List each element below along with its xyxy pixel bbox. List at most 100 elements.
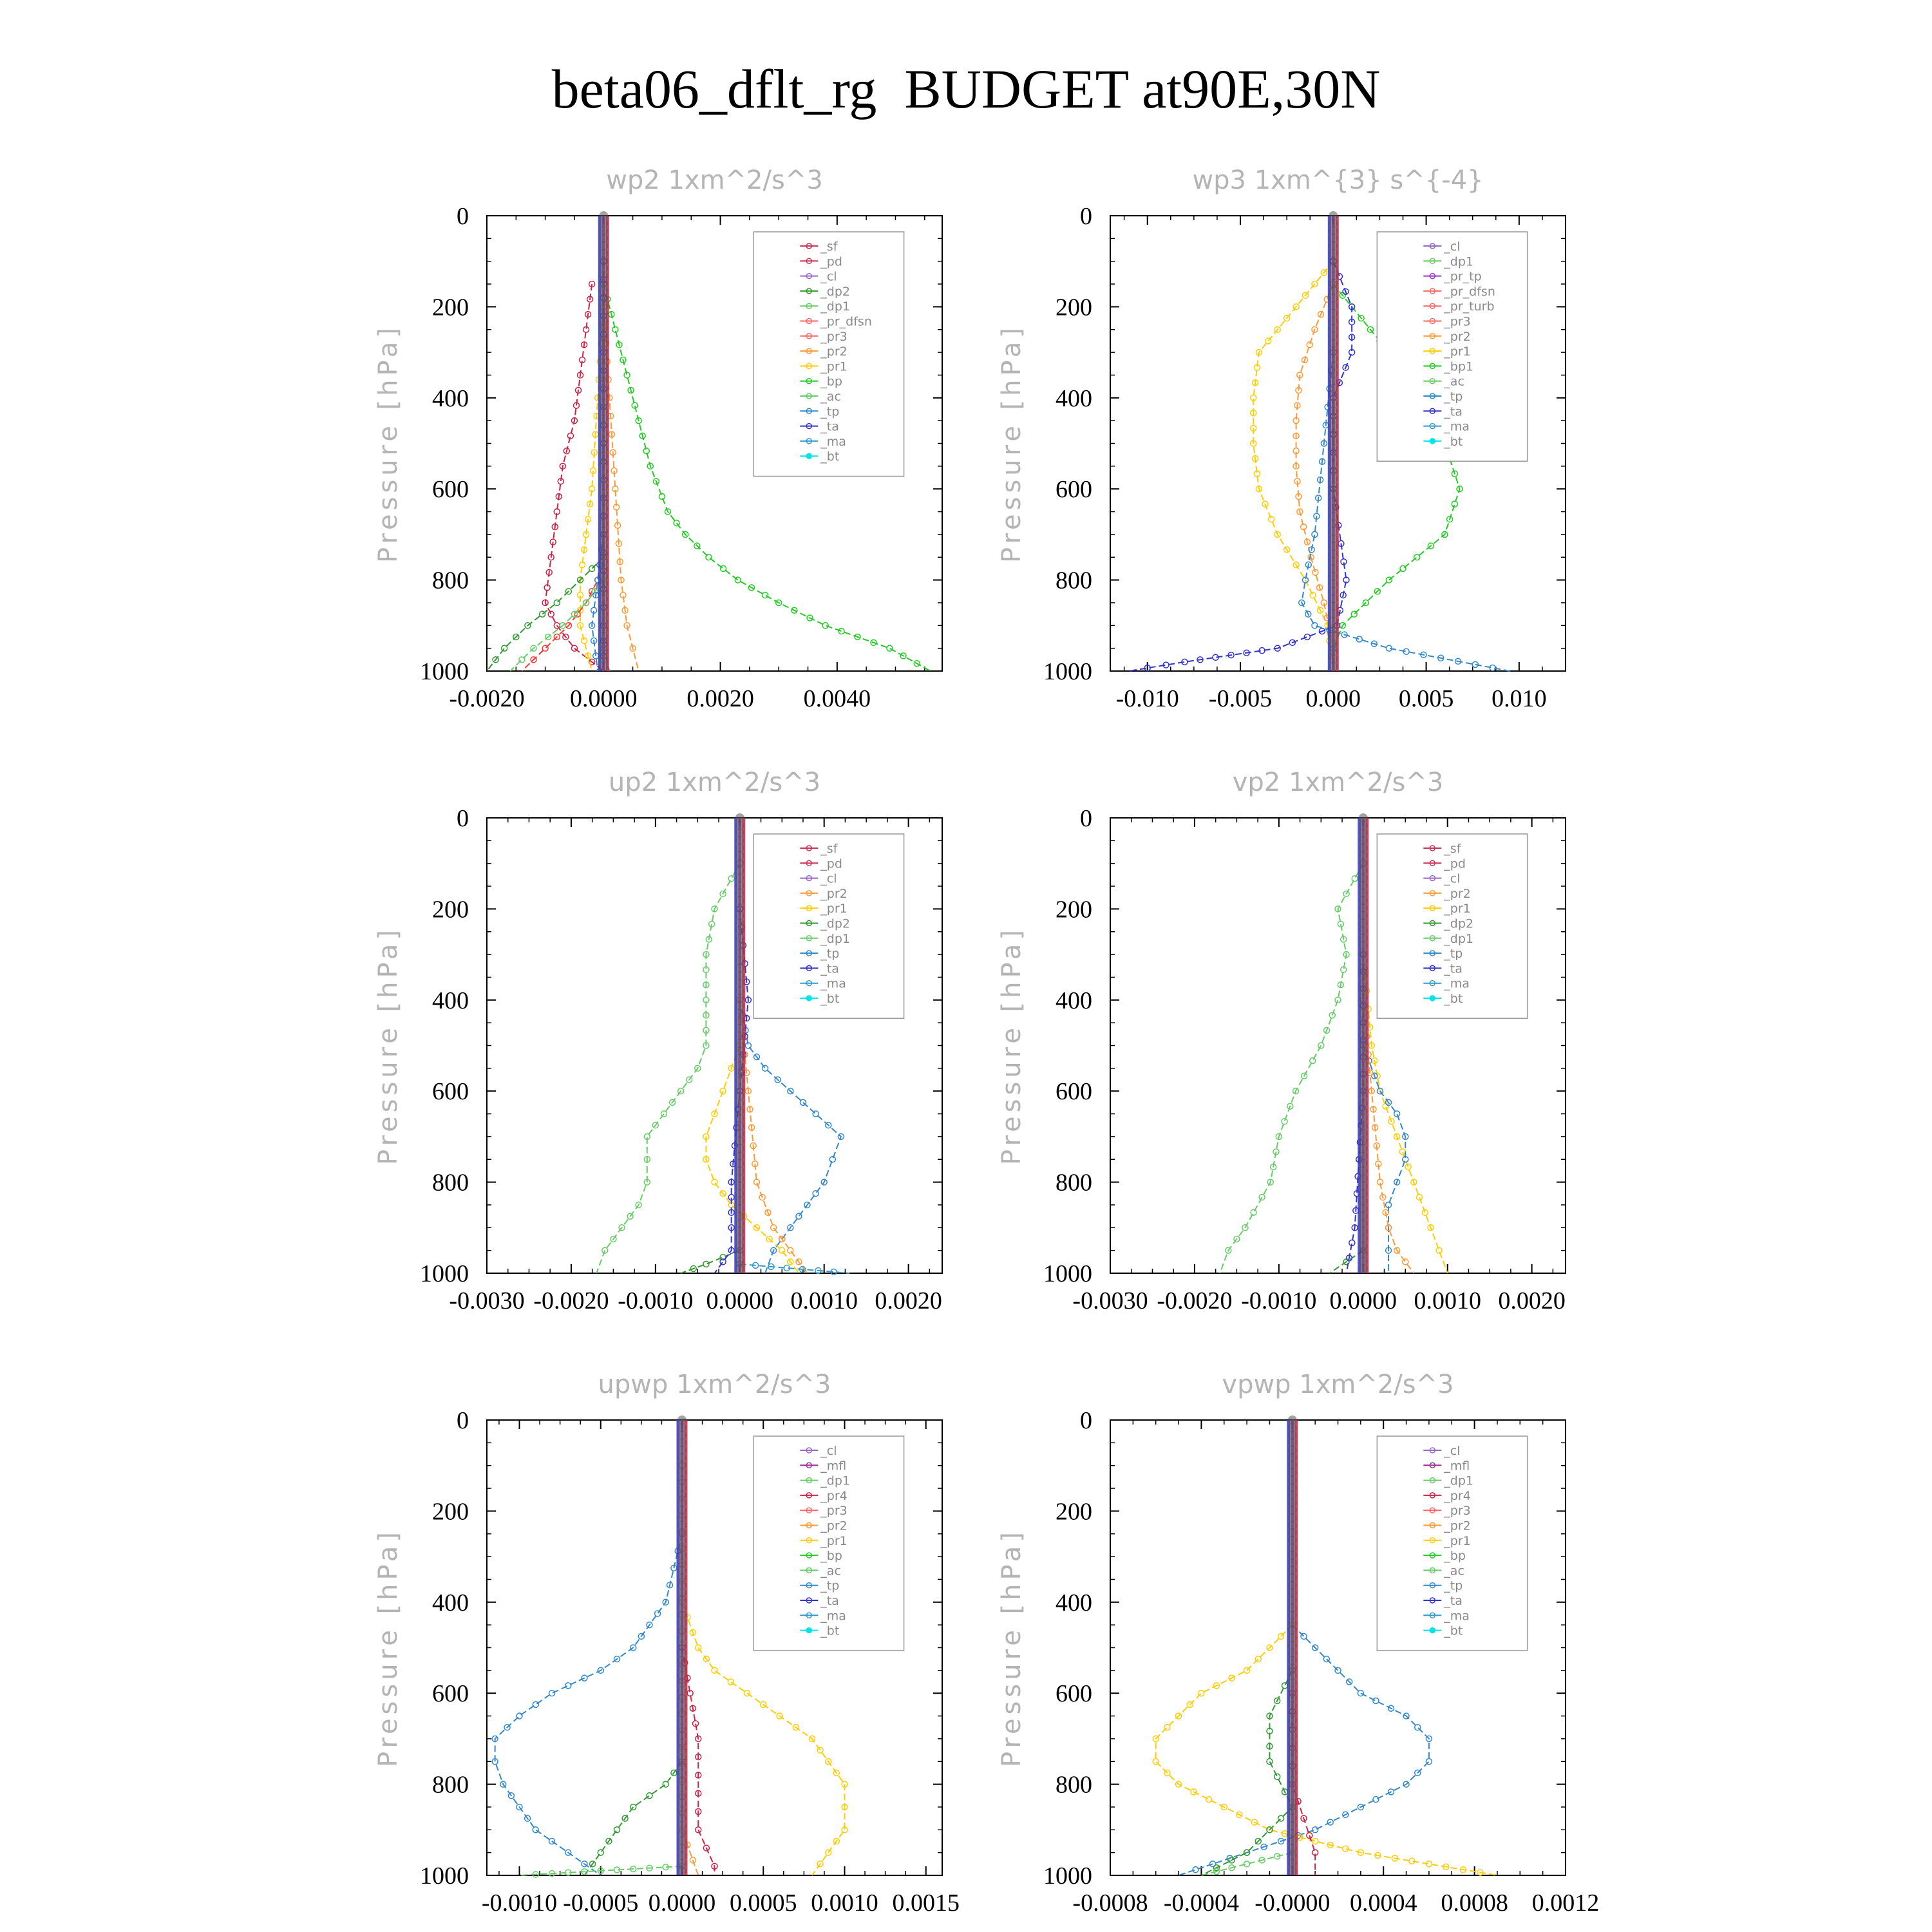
series-marker_dp1: [695, 1735, 702, 1743]
series-marker_pr1: [1391, 1855, 1399, 1862]
zero-term-marker: [1358, 911, 1368, 920]
zero-term-marker: [1329, 579, 1338, 589]
zero-term-marker: [1358, 1009, 1368, 1018]
series-line_pr1: [1155, 1624, 1498, 1876]
y-axis-label: Pressure [hPa]: [374, 926, 403, 1165]
legend-label: _ma: [820, 977, 846, 991]
series-marker_ta: [728, 1179, 735, 1186]
legend-marker: [1429, 1597, 1436, 1604]
zero-term-marker: [735, 948, 744, 958]
zero-term-marker: [735, 933, 744, 943]
series-marker_tp: [1345, 1678, 1353, 1685]
series-marker_tp: [491, 1735, 498, 1743]
series-marker_dp1: [1334, 996, 1341, 1004]
series-marker_ta: [744, 996, 752, 1004]
zero-term-marker: [735, 1091, 744, 1101]
series-marker_bp: [870, 639, 877, 647]
zero-term-marker: [677, 1648, 687, 1658]
series-marker_pr2: [1296, 508, 1303, 515]
zero-term-marker: [735, 858, 744, 867]
series-marker_ac: [1273, 1853, 1281, 1860]
series-marker_tp: [507, 1792, 515, 1799]
y-tick-label: 400: [432, 987, 469, 1014]
series-marker_tp: [654, 1610, 661, 1617]
series-marker_dp1: [1318, 1042, 1325, 1049]
zero-term-marker: [677, 1603, 687, 1613]
series-marker_dp1: [1287, 1103, 1294, 1110]
series-marker_dp1: [1323, 1027, 1331, 1034]
series-marker_dp1: [1233, 1235, 1240, 1243]
series-marker_tp: [532, 1826, 539, 1833]
zero-term-marker: [599, 263, 609, 273]
zero-term-marker: [677, 1806, 687, 1815]
series-marker_dp1: [578, 356, 586, 364]
zero-term-marker: [735, 963, 744, 973]
series-marker_pr2: [744, 1087, 752, 1095]
zero-term-marker: [599, 368, 609, 378]
series-marker_dp1: [544, 584, 551, 591]
zero-term-marker: [1329, 654, 1338, 664]
legend-label: _pr1: [820, 902, 847, 916]
zero-term-marker: [677, 1768, 687, 1778]
series-marker_pr1: [576, 591, 584, 599]
series-marker_ac: [581, 1868, 588, 1875]
zero-term-marker: [735, 1218, 744, 1228]
zero-term-marker: [677, 1678, 687, 1688]
series-marker_dp1: [1337, 981, 1345, 989]
legend-marker: [1429, 1627, 1436, 1634]
zero-term-marker: [599, 564, 609, 574]
zero-term-marker: [735, 1166, 744, 1176]
zero-term-marker: [677, 1776, 687, 1785]
zero-term-marker: [1329, 323, 1338, 333]
zero-term-marker: [1358, 820, 1368, 830]
series-marker_pr2: [629, 645, 636, 652]
series-marker_pr2: [752, 1160, 759, 1168]
legend-marker: [1429, 393, 1436, 399]
series-marker_pr1: [1405, 1163, 1412, 1171]
series-marker_pr2: [1296, 372, 1303, 379]
zero-term-marker: [1329, 444, 1338, 453]
series-marker_pr1: [833, 1769, 840, 1777]
x-tick-label: -0.0030: [449, 1287, 524, 1314]
zero-term-marker: [1287, 1437, 1297, 1447]
figure-title: beta06_dflt_rg BUDGET at90E,30N: [551, 58, 1381, 120]
series-marker_tp: [1226, 1855, 1233, 1862]
legend-label: _bt: [820, 1624, 839, 1638]
legend-label: _bt: [820, 450, 839, 464]
series-marker_tp: [1425, 1735, 1433, 1743]
zero-term-marker: [735, 918, 744, 928]
zero-term-marker: [1329, 391, 1338, 401]
series-marker_pr1: [787, 1258, 794, 1265]
zero-term-marker: [1358, 1211, 1368, 1221]
zero-term-marker: [1329, 549, 1338, 558]
legend-label: _pr3: [1443, 1504, 1470, 1518]
series-marker_dp1: [553, 508, 561, 515]
zero-term-marker: [1358, 1136, 1368, 1146]
series-marker_pr1: [1302, 292, 1309, 299]
series-marker_dp1: [559, 462, 567, 470]
series-marker_tp: [646, 1621, 653, 1629]
series-marker_bp: [1266, 1826, 1273, 1833]
zero-term-marker: [599, 444, 609, 453]
series-marker_pr1: [792, 1723, 799, 1731]
x-tick-label: -0.0030: [1072, 1287, 1148, 1314]
series-marker_tp: [532, 1701, 539, 1709]
series-marker_bp: [748, 584, 755, 591]
legend-marker: [1429, 363, 1436, 370]
y-tick-label: 400: [432, 385, 469, 412]
series-marker_dp1: [1343, 890, 1350, 898]
series-marker_tp: [1403, 648, 1410, 655]
series-marker_dp1: [1337, 920, 1345, 928]
series-marker_bp: [806, 614, 813, 621]
series-marker_dp1: [547, 611, 554, 618]
series-marker_pr1: [1425, 1861, 1433, 1868]
series-marker_tp: [1318, 458, 1326, 466]
x-tick-label: 0.0040: [804, 685, 871, 712]
zero-term-marker: [599, 316, 609, 326]
series-marker_tp: [1341, 631, 1348, 638]
series-marker_pr1: [711, 1667, 718, 1674]
series-marker_tp: [1305, 561, 1312, 569]
legend-marker: [1429, 1462, 1436, 1469]
legend-label: _ac: [1443, 1564, 1464, 1578]
zero-term-marker: [1329, 218, 1338, 228]
